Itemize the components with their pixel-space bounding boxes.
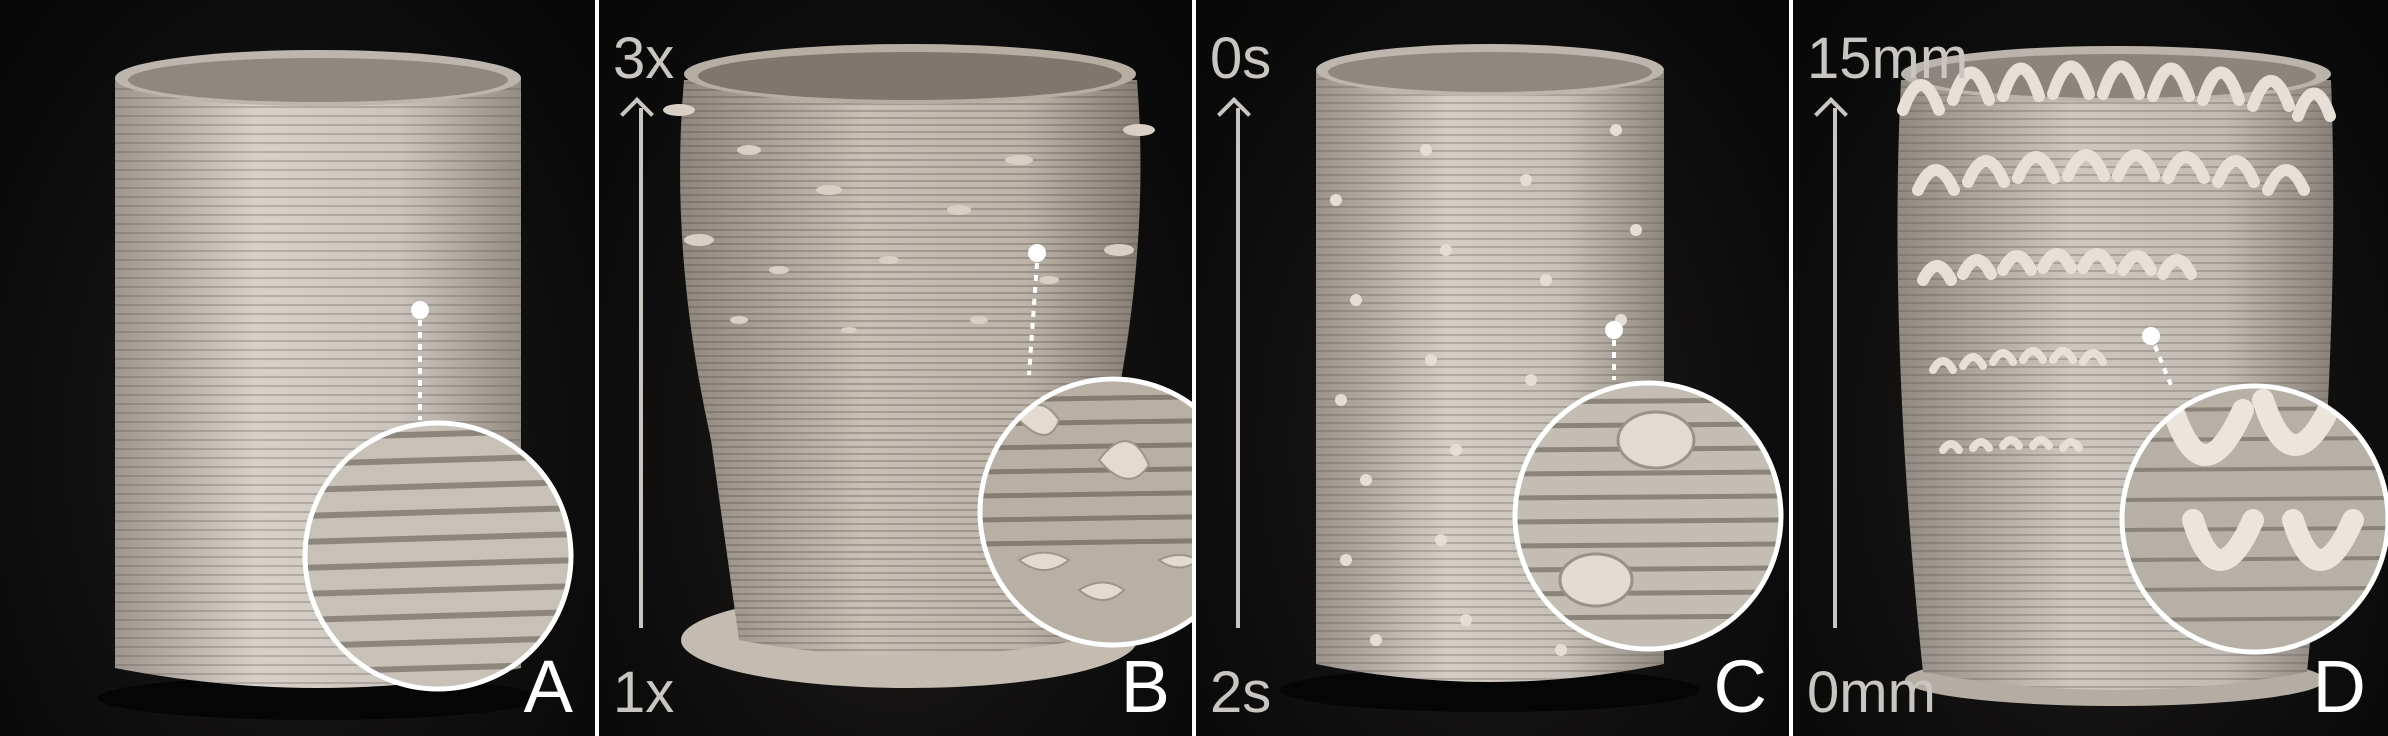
cylinder-loops [1793,0,2388,736]
cylinder-smooth [0,0,595,736]
scale-bottom-label: 2s [1210,664,1271,722]
panel-letter: D [2313,650,2366,724]
panel-c: 0s 2s C [1196,0,1789,736]
zoom-anchor-dot [2142,327,2160,345]
cylinder-bumps [1196,0,1789,736]
scale-arrow [639,108,643,628]
panel-letter: C [1714,650,1767,724]
scale-bottom-label: 1x [613,664,674,722]
zoom-anchor-dot [411,301,429,319]
scale-top-label: 15mm [1807,30,1968,88]
panel-letter: B [1121,650,1170,724]
scale-bottom-label: 0mm [1807,664,1936,722]
scale-top-label: 0s [1210,30,1271,88]
zoom-anchor-dot [1605,321,1623,339]
scale-top-label: 3x [613,30,674,88]
panel-b: 3x 1x B [599,0,1192,736]
panel-d: 15mm 0mm D [1793,0,2388,736]
cylinder-burrs [599,0,1192,736]
zoom-anchor-dot [1028,244,1046,262]
scale-arrow [1833,108,1837,628]
panel-letter: A [524,650,573,724]
scale-arrow [1236,108,1240,628]
panel-a: A [0,0,595,736]
